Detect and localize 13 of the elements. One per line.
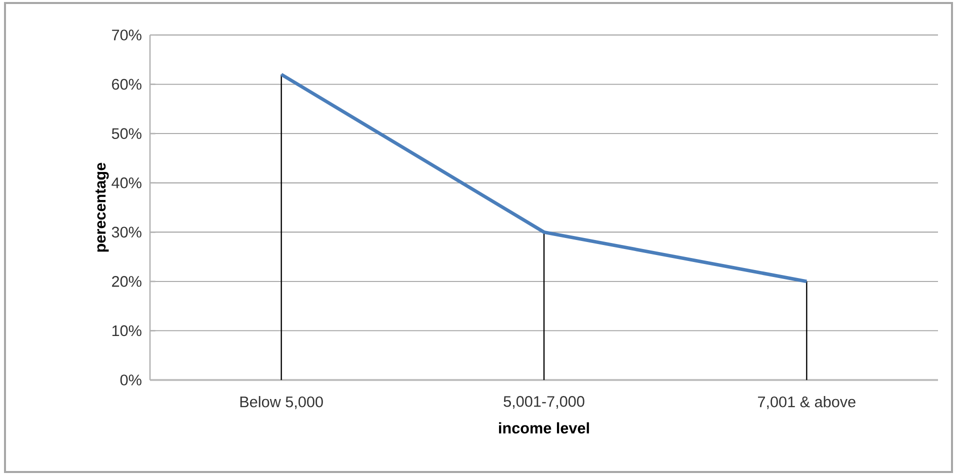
y-axis-title: perecentage [96, 162, 109, 252]
x-tick-label: 7,001 & above [758, 396, 856, 410]
y-tick-label: 50% [112, 128, 142, 140]
y-tick-label: 20% [112, 276, 142, 287]
y-tick-label: 0% [120, 374, 142, 386]
y-tick-label: 30% [112, 226, 142, 238]
y-tick-label: 10% [112, 325, 142, 336]
x-tick-label: Below 5,000 [240, 396, 323, 410]
y-tick-label: 70% [112, 30, 142, 40]
y-tick-label: 60% [112, 78, 142, 90]
x-axis-title: income level [499, 422, 589, 434]
y-tick-label: 40% [112, 177, 142, 188]
x-tick-label: 5,001-7,000 [504, 396, 584, 409]
